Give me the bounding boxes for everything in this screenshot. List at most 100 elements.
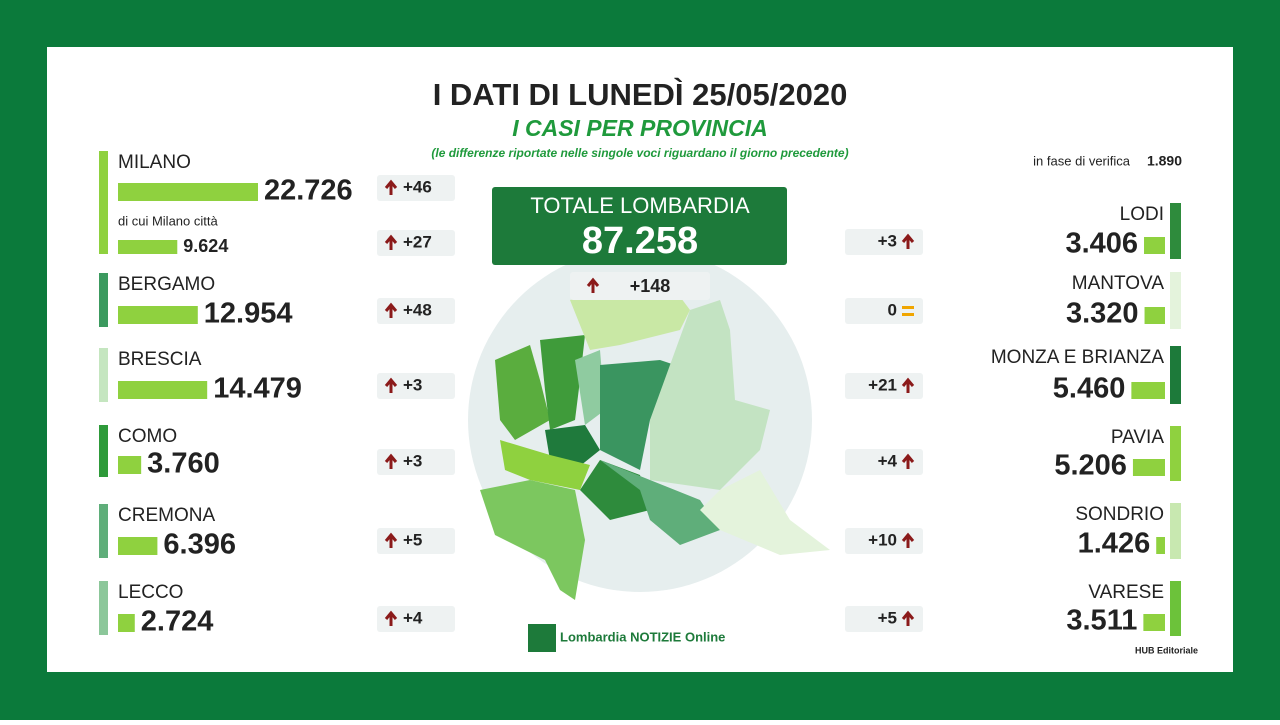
- province-name: SONDRIO: [1075, 504, 1164, 525]
- region: [480, 480, 585, 600]
- equals-icon: [902, 306, 914, 309]
- total-change: +148: [630, 276, 671, 296]
- province-value: 5.460: [1053, 373, 1126, 405]
- change-box: [845, 606, 923, 632]
- province-strip: [99, 273, 108, 327]
- change-box: [377, 528, 455, 554]
- equals-icon: [902, 313, 914, 316]
- total-box: [492, 187, 787, 265]
- region: [600, 460, 720, 545]
- logo: [528, 624, 556, 652]
- province-value: 3.760: [147, 448, 220, 480]
- province-name: PAVIA: [1111, 427, 1164, 448]
- province-value: 12.954: [204, 298, 293, 330]
- change-value: +48: [403, 300, 432, 319]
- region: [700, 470, 830, 555]
- title: I DATI DI LUNEDÌ 25/05/2020: [433, 77, 848, 112]
- up-arrow: [384, 453, 398, 469]
- change-box: [377, 175, 455, 201]
- province-strip: [1170, 346, 1181, 404]
- change-value: +27: [403, 232, 432, 251]
- province-value: 3.511: [1066, 605, 1137, 637]
- pending-value: 1.890: [1147, 153, 1182, 169]
- up-arrow: [384, 532, 398, 548]
- up-arrow: [901, 532, 915, 548]
- up-arrow: [384, 234, 398, 250]
- bar: [118, 183, 258, 201]
- bar: [1132, 459, 1165, 476]
- province-strip: [99, 151, 108, 254]
- change-box: [845, 528, 923, 554]
- brand: Lombardia NOTIZIE Online: [560, 629, 725, 644]
- change-value: +4: [878, 451, 898, 470]
- change-value: 0: [888, 300, 897, 319]
- change-value: +4: [403, 608, 423, 627]
- change-box: [845, 229, 923, 255]
- change-box: [377, 606, 455, 632]
- bar: [118, 381, 208, 399]
- change-box: [377, 449, 455, 475]
- province-strip: [1170, 272, 1181, 329]
- bar: [1156, 537, 1165, 554]
- up-arrow: [901, 453, 915, 469]
- province-value: 9.624: [183, 236, 228, 256]
- pending-label: in fase di verifica: [1033, 153, 1131, 168]
- up-arrow: [384, 179, 398, 195]
- up-arrow: [901, 377, 915, 393]
- province-name: VARESE: [1088, 582, 1164, 603]
- province-name: di cui Milano città: [118, 213, 218, 228]
- bar: [118, 456, 142, 474]
- province-strip: [1170, 426, 1181, 481]
- province-name: LODI: [1120, 204, 1164, 225]
- change-value: +3: [878, 231, 897, 250]
- province-name: MILANO: [118, 152, 191, 173]
- province-name: LECCO: [118, 582, 183, 603]
- province-name: COMO: [118, 426, 177, 447]
- change-box: [377, 230, 455, 256]
- bar: [1131, 382, 1165, 399]
- map: [468, 248, 830, 600]
- change-value: +3: [403, 451, 422, 470]
- change-value: +46: [403, 177, 432, 196]
- up-arrow: [384, 302, 398, 318]
- total-value: 87.258: [582, 220, 698, 262]
- province-strip: [99, 348, 108, 402]
- province-strip: [1170, 581, 1181, 636]
- bar: [1144, 307, 1165, 324]
- change-value: +10: [868, 530, 897, 549]
- province-value: 22.726: [264, 175, 353, 207]
- change-value: +5: [878, 608, 897, 627]
- change-value: +3: [403, 375, 422, 394]
- change-box: [377, 373, 455, 399]
- note: (le differenze riportate nelle singole v…: [431, 146, 848, 160]
- bar: [1143, 614, 1165, 631]
- region: [500, 440, 590, 490]
- up-arrow: [901, 233, 915, 249]
- region: [540, 335, 585, 430]
- province-value: 3.320: [1066, 298, 1139, 330]
- province-value: 6.396: [163, 529, 236, 561]
- region: [575, 350, 605, 425]
- region: [495, 345, 550, 440]
- province-value: 1.426: [1078, 528, 1151, 560]
- province-name: MANTOVA: [1072, 273, 1165, 294]
- province-strip: [99, 581, 108, 635]
- bar: [118, 537, 158, 555]
- total-label: TOTALE LOMBARDIA: [530, 193, 750, 218]
- change-box: [845, 449, 923, 475]
- region: [570, 290, 690, 350]
- change-box: [377, 298, 455, 324]
- subtitle: I CASI PER PROVINCIA: [512, 115, 768, 141]
- up-arrow: [384, 377, 398, 393]
- bar: [1144, 237, 1165, 254]
- change-value: +21: [868, 375, 897, 394]
- credit: HUB Editoriale: [1135, 645, 1198, 655]
- province-name: MONZA E BRIANZA: [991, 347, 1164, 368]
- province-strip: [99, 504, 108, 558]
- up-arrow: [901, 610, 915, 626]
- up-arrow: [586, 277, 600, 293]
- total-change-box: [570, 272, 710, 300]
- change-box: [845, 298, 923, 324]
- change-box: [845, 373, 923, 399]
